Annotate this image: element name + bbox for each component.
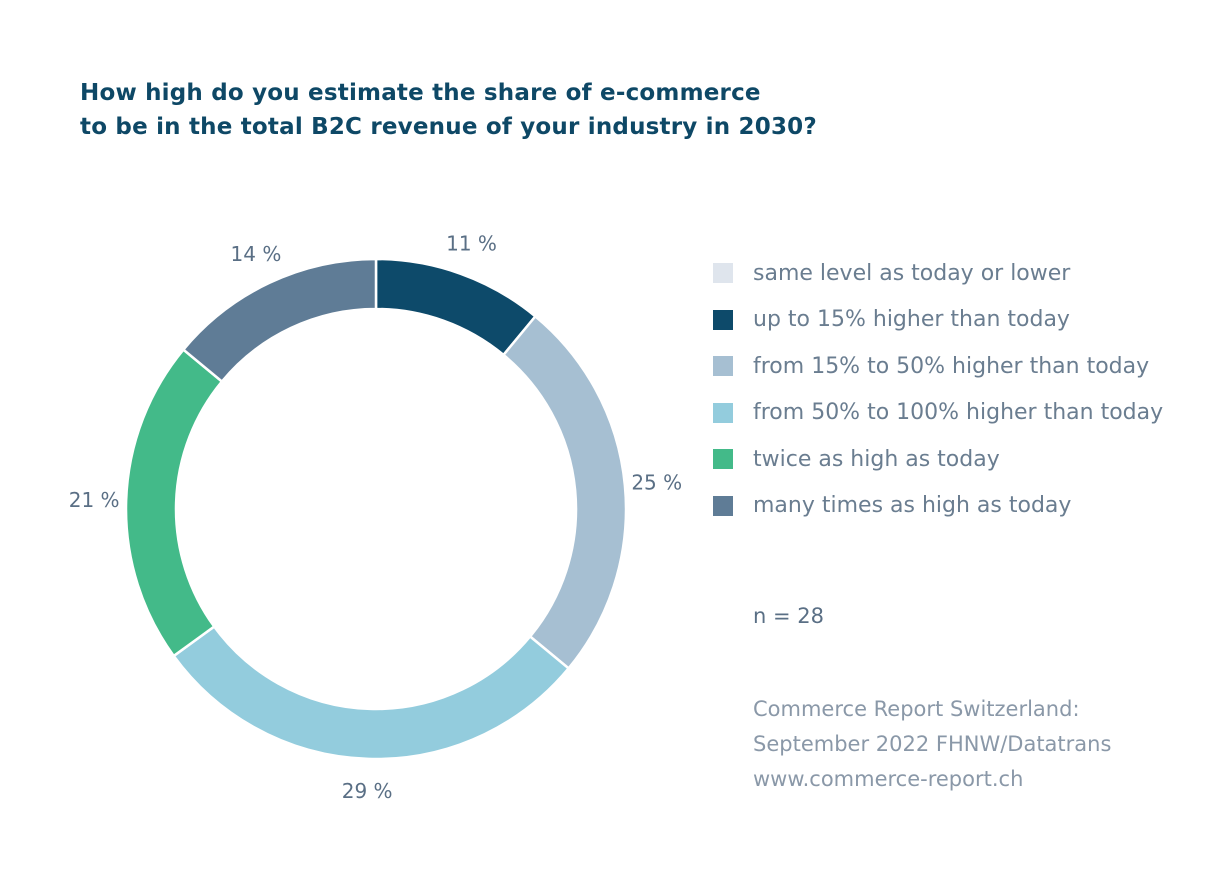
legend-item: from 15% to 50% higher than today: [713, 343, 1163, 390]
legend-swatch: [713, 402, 733, 423]
legend-swatch: [713, 356, 733, 377]
legend-label: many times as high as today: [753, 493, 1072, 519]
legend-label: from 50% to 100% higher than today: [753, 400, 1164, 426]
slice-value-label: 11 %: [446, 232, 497, 256]
donut-slice: [171, 624, 571, 761]
donut-slice: [124, 347, 224, 658]
chart-title: How high do you estimate the share of e-…: [80, 76, 817, 144]
legend-label: same level as today or lower: [753, 260, 1071, 286]
donut-value-labels: 11 % 25 % 29 % 21 % 14 %: [69, 232, 682, 803]
legend-item: twice as high as today: [713, 436, 1163, 483]
legend-swatch: [713, 309, 733, 330]
donut-slice: [181, 257, 378, 384]
legend-item: from 50% to 100% higher than today: [713, 390, 1163, 437]
legend-label: up to 15% higher than today: [753, 307, 1070, 333]
donut-slice: [374, 257, 538, 357]
legend-swatch: [713, 263, 733, 284]
legend: same level as today or lower up to 15% h…: [713, 250, 1163, 529]
sample-size-note: n = 28: [753, 604, 824, 628]
source-note: Commerce Report Switzerland: September 2…: [753, 692, 1111, 797]
source-line: www.commerce-report.ch: [753, 767, 1024, 791]
slice-value-label: 14 %: [231, 242, 282, 266]
legend-item: same level as today or lower: [713, 250, 1163, 297]
source-line: September 2022 FHNW/Datatrans: [753, 732, 1112, 756]
slice-value-label: 21 %: [69, 488, 120, 512]
legend-swatch: [713, 495, 733, 516]
donut-slice: [501, 314, 628, 671]
legend-item: up to 15% higher than today: [713, 297, 1163, 344]
source-line: Commerce Report Switzerland:: [753, 697, 1080, 721]
chart-title-line: to be in the total B2C revenue of your i…: [80, 114, 817, 140]
legend-item: many times as high as today: [713, 483, 1163, 530]
legend-label: twice as high as today: [753, 446, 1000, 472]
legend-label: from 15% to 50% higher than today: [753, 353, 1150, 379]
slice-value-label: 29 %: [342, 779, 393, 803]
chart-title-line: How high do you estimate the share of e-…: [80, 80, 761, 106]
legend-swatch: [713, 449, 733, 470]
donut-slices: [124, 257, 628, 761]
slice-value-label: 25 %: [631, 470, 682, 494]
